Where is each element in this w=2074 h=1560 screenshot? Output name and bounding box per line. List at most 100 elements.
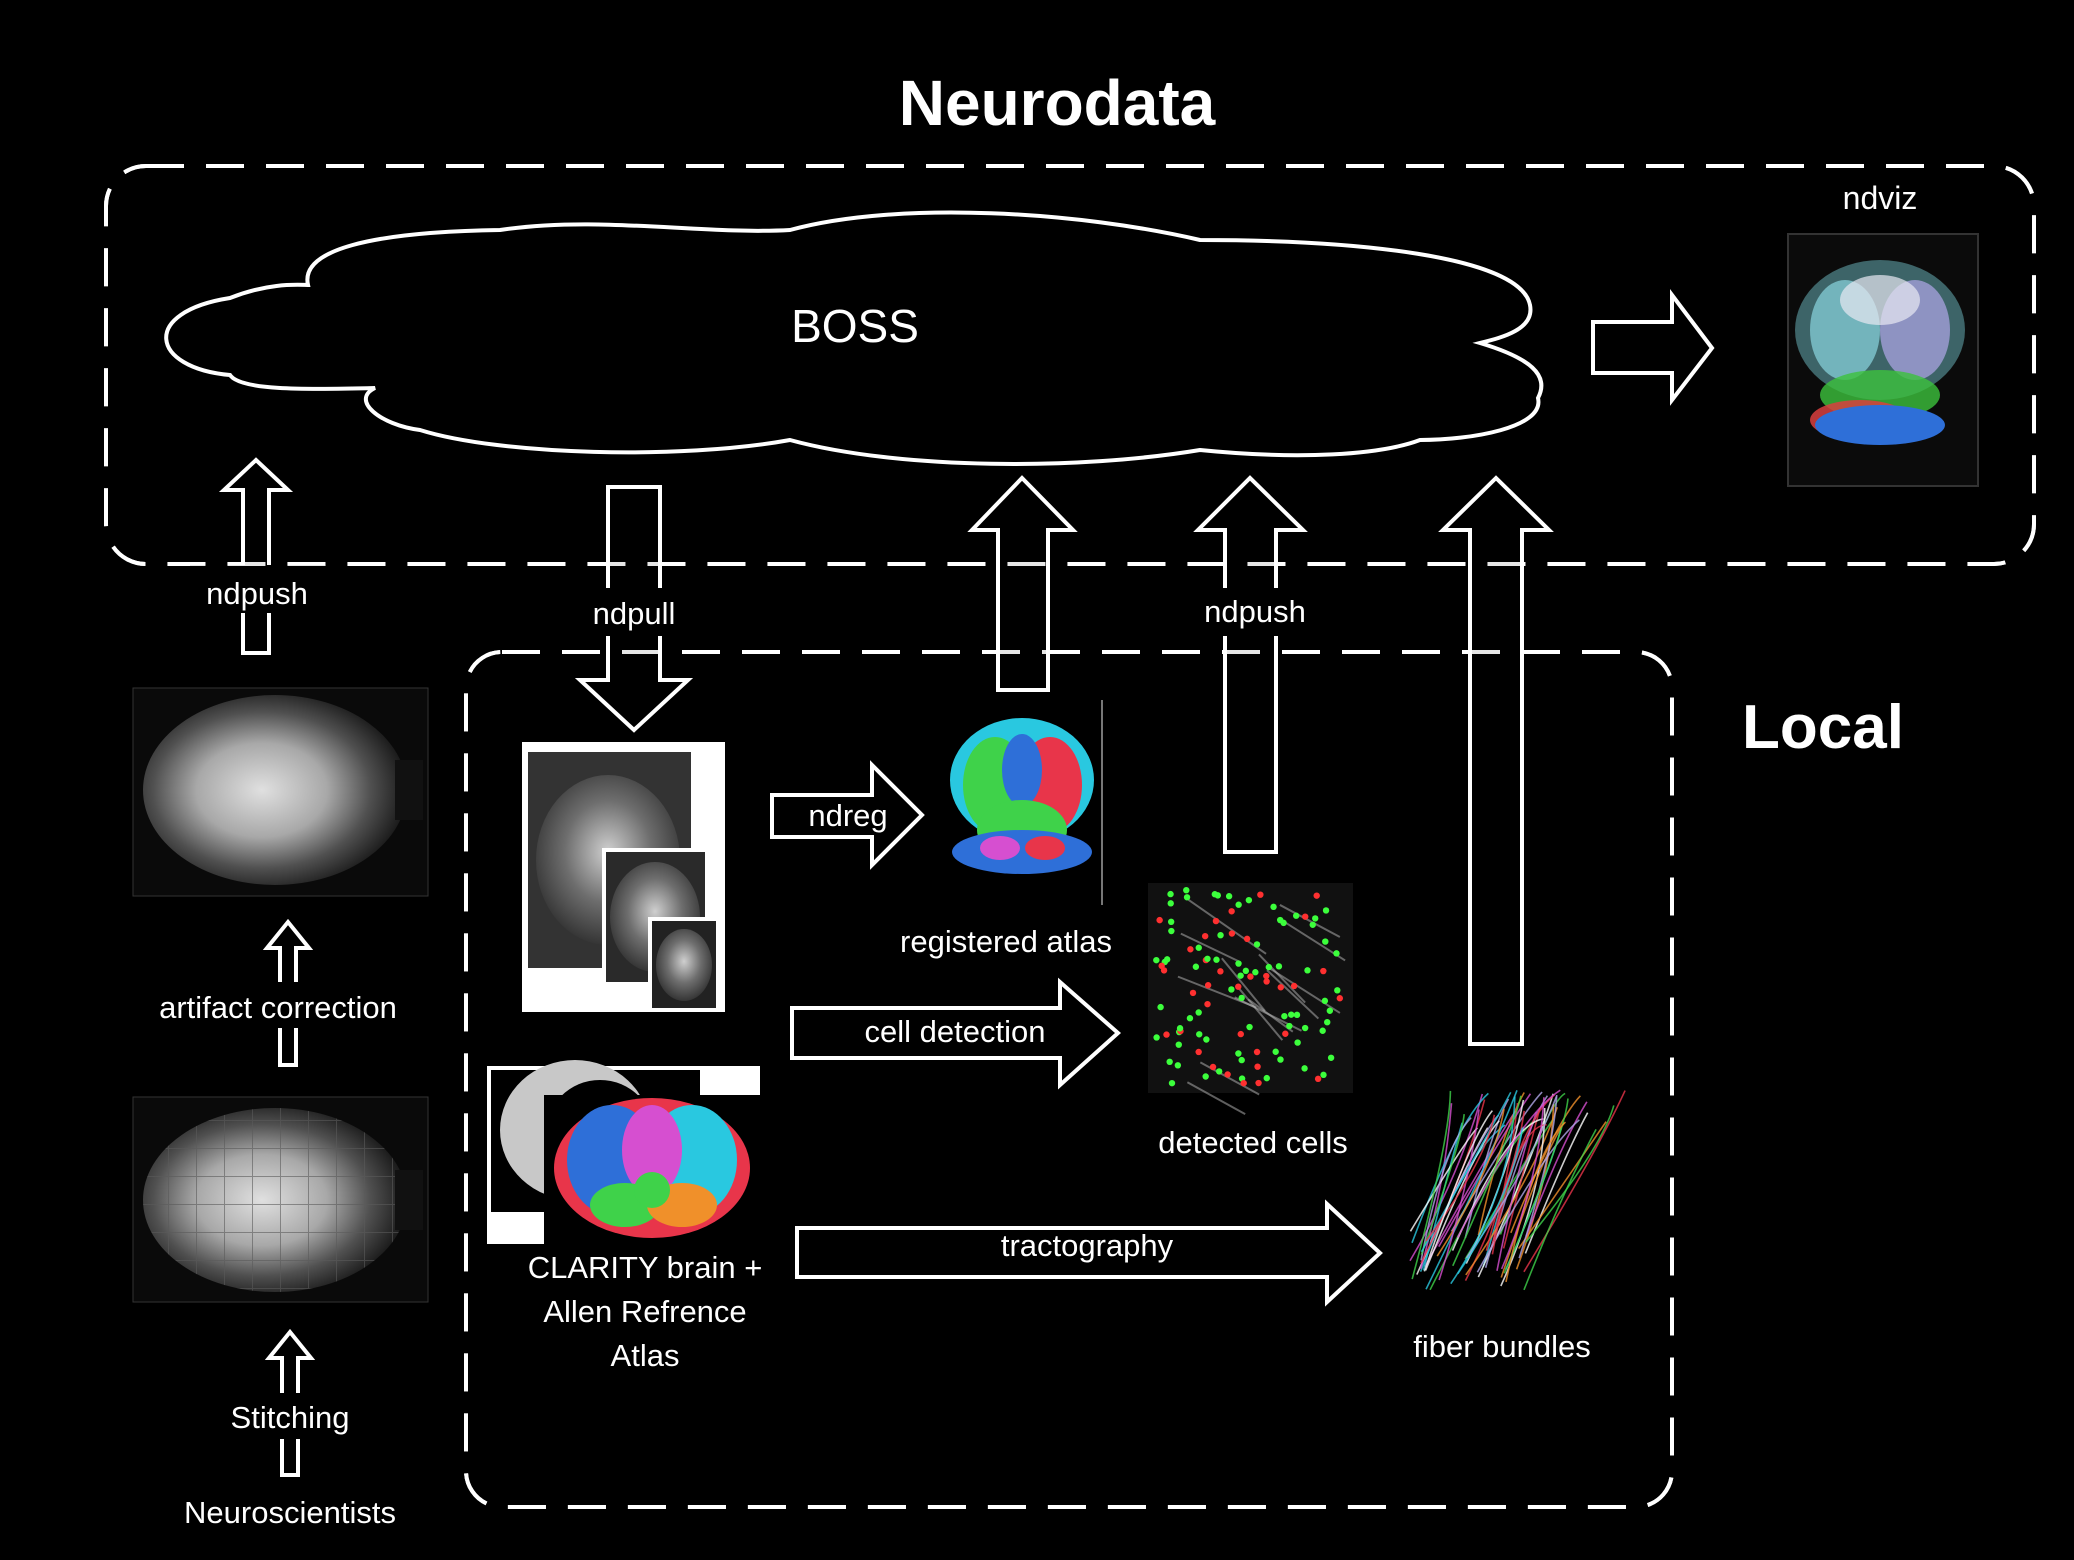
detected-cell-dot (1204, 982, 1212, 989)
ndreg-label: ndreg (808, 798, 887, 833)
boss-to-ndviz-arrow (1591, 289, 1715, 406)
ndpush-left-arrow (218, 457, 294, 655)
detected-cell-dot (1237, 1030, 1244, 1038)
detected-cell-dot (1302, 913, 1309, 920)
cell-detection-arrow (790, 977, 1122, 1090)
detected-cell-dot (1213, 956, 1220, 963)
detected-cell-dot (1167, 918, 1175, 926)
fiber-streamline (1420, 1091, 1512, 1253)
detected-cell-dot (1175, 1041, 1182, 1048)
detected-cell-dot (1153, 956, 1160, 964)
detected-cell-dot (1301, 1065, 1308, 1072)
detected-cell-dot (1327, 1054, 1335, 1061)
detected-cell-dot (1292, 912, 1300, 919)
fiber-bundles-up-arrow (1438, 475, 1554, 1046)
detected-cell-dot (1235, 901, 1242, 908)
detected-cell-dot (1293, 1011, 1301, 1019)
detected-cell-dot (1280, 919, 1287, 927)
fiber-streamline (1518, 1094, 1558, 1259)
clarity-stack-image (522, 742, 725, 1012)
local-label: Local (1742, 693, 1904, 762)
detected-cell-dot (1281, 1012, 1288, 1020)
corrected-brain-image (132, 687, 429, 897)
detected-cell-dot (1326, 1007, 1334, 1014)
detected-cell-dot (1168, 927, 1175, 935)
input-caption-line-1: CLARITY brain + (528, 1250, 763, 1285)
detected-cell-dot (1263, 1074, 1270, 1082)
detected-cell-dot (1312, 915, 1319, 922)
registered-atlas-up-arrow (967, 475, 1078, 692)
stitched-brain-image (132, 1096, 429, 1303)
fiber-streamline (1465, 1107, 1559, 1276)
detected-cell-dot (1225, 893, 1233, 900)
detected-cell-dot (1183, 894, 1191, 901)
detected-cell-dot (1195, 944, 1202, 951)
fiber-streamline (1420, 1117, 1472, 1261)
cell-fiber-streak (1269, 967, 1341, 1014)
detected-cell-dot (1263, 978, 1270, 985)
detected-cell-dot (1168, 1079, 1176, 1087)
detected-cell-dot (1322, 907, 1330, 914)
fiber-streamline (1425, 1114, 1496, 1242)
detected-cell-dot (1255, 1079, 1262, 1087)
cloud-label: BOSS (791, 300, 919, 352)
detected-cell-dot (1334, 987, 1341, 994)
detected-cell-dot (1246, 1023, 1253, 1031)
fiber-streamline (1438, 1109, 1480, 1281)
fiber-streamline (1409, 1127, 1478, 1232)
detected-cell-dot (1309, 921, 1316, 928)
detected-cell-dot (1189, 989, 1197, 997)
cell-fiber-streak (1180, 932, 1240, 963)
detected-cell-dot (1235, 983, 1242, 990)
fiber-streamline (1409, 1093, 1484, 1262)
detected-cell-dot (1336, 995, 1344, 1002)
fiber-streamline (1457, 1127, 1524, 1275)
detected-cell-dot (1209, 1063, 1217, 1071)
detected-cell-dot (1235, 1050, 1242, 1057)
detected-cell-dot (1320, 967, 1327, 975)
detected-cell-dot (1265, 963, 1273, 971)
ndviz-image (1787, 233, 1979, 487)
fiber-streamline (1500, 1097, 1545, 1270)
detected-cell-dot (1294, 1039, 1301, 1046)
detected-cell-dot (1314, 1075, 1322, 1083)
detected-cell-dot (1282, 1030, 1289, 1037)
detected-cell-dot (1201, 932, 1209, 940)
detected-cell-dot (1288, 1011, 1295, 1018)
fiber-streamline (1423, 1110, 1493, 1272)
tractography-arrow (795, 1199, 1383, 1307)
detected-cell-dot (1286, 1022, 1293, 1030)
fiber-streamline (1411, 1090, 1452, 1280)
detected-cell-dot (1238, 994, 1245, 1002)
detected-cell-dot (1277, 984, 1284, 991)
detected-cell-dot (1252, 969, 1259, 976)
detected-cell-dot (1322, 938, 1329, 945)
detected-cell-dot (1176, 1025, 1184, 1032)
fiber-streamline (1505, 1121, 1567, 1283)
detected-cell-dot (1202, 1073, 1209, 1080)
detected-cell-dot (1157, 1003, 1164, 1011)
cell-fiber-streak (1186, 1081, 1246, 1116)
fiber-bundles-label: fiber bundles (1413, 1329, 1591, 1364)
detected-cell-dot (1217, 968, 1224, 975)
detected-cell-dot (1156, 916, 1163, 924)
detected-cell-dot (1304, 967, 1311, 974)
clarity-allen-atlas-image (487, 1060, 760, 1245)
detected-cell-dot (1195, 1048, 1202, 1056)
input-caption-line-2: Allen Refrence (543, 1294, 746, 1329)
ndpush-left-label: ndpush (206, 576, 308, 611)
fiber-streamline (1523, 1129, 1597, 1291)
detected-cells-label: detected cells (1158, 1125, 1348, 1160)
detected-cell-dot (1153, 1034, 1160, 1041)
detected-cell-dot (1253, 941, 1261, 948)
detected-cell-dot (1203, 1036, 1210, 1043)
tractography-label: tractography (1001, 1228, 1174, 1263)
detected-cell-dot (1235, 960, 1242, 967)
detected-cell-dot (1290, 982, 1298, 990)
detected-cell-dot (1257, 891, 1264, 898)
detected-cell-dot (1319, 1027, 1326, 1034)
fiber-streamline (1503, 1098, 1569, 1274)
detected-cell-dot (1237, 972, 1244, 979)
fiber-streamline (1420, 1114, 1465, 1255)
cell-fiber-streak (1266, 969, 1320, 1020)
